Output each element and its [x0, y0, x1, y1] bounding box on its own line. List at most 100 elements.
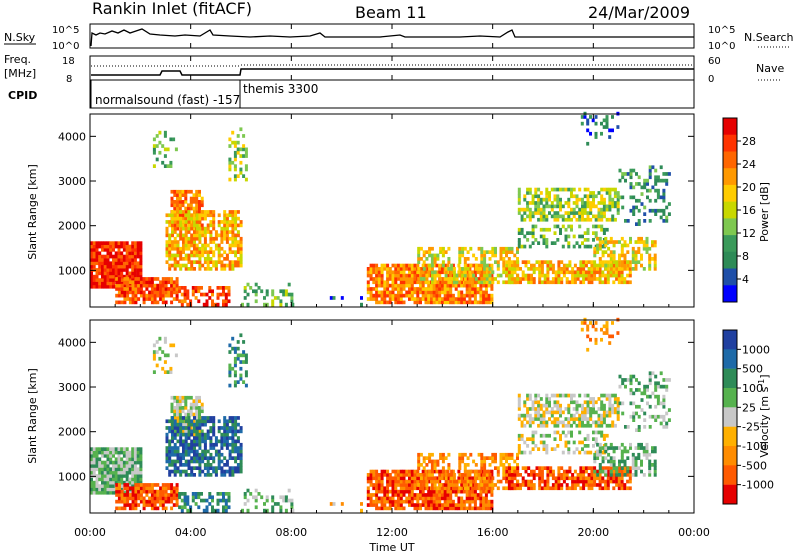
heatmap-cell: [516, 277, 520, 281]
heatmap-cell: [482, 283, 486, 288]
heatmap-cell: [545, 400, 549, 405]
heatmap-cell: [231, 233, 235, 238]
heatmap-cell: [458, 456, 462, 460]
heatmap-cell: [122, 460, 126, 465]
heatmap-cell: [620, 277, 624, 281]
heatmap-cell: [425, 257, 429, 261]
heatmap-cell: [234, 446, 238, 450]
heatmap-cell: [439, 483, 443, 487]
heatmap-cell: [128, 258, 132, 262]
heatmap-cell: [457, 469, 461, 474]
heatmap-cell: [507, 456, 511, 460]
heatmap-cell: [601, 466, 605, 470]
heatmap-cell: [165, 426, 169, 430]
heatmap-cell: [513, 277, 517, 281]
heatmap-cell: [559, 407, 562, 411]
heatmap-cell: [236, 230, 240, 234]
heatmap-cell: [443, 277, 447, 281]
heatmap-cell: [421, 297, 425, 301]
heatmap-cell: [340, 296, 344, 300]
heatmap-cell: [466, 267, 470, 271]
heatmap-cell: [488, 273, 492, 278]
heatmap-cell: [214, 473, 218, 477]
heatmap-cell: [187, 243, 191, 248]
heatmap-cell: [176, 260, 180, 264]
heatmap-cell: [410, 476, 414, 481]
heatmap-cell: [553, 214, 557, 219]
heatmap-cell: [165, 456, 169, 460]
heatmap-cell: [203, 416, 207, 420]
heatmap-cell: [193, 267, 196, 271]
heatmap-cell: [136, 460, 140, 465]
heatmap-cell: [231, 473, 235, 477]
heatmap-cell: [543, 483, 547, 487]
heatmap-cell: [606, 277, 610, 281]
heatmap-cell: [571, 273, 575, 278]
heatmap-cell: [629, 391, 633, 396]
heatmap-cell: [171, 257, 174, 261]
heatmap-cell: [508, 483, 511, 487]
heatmap-cell: [586, 450, 590, 455]
heatmap-cell: [377, 476, 381, 481]
heatmap-cell: [98, 258, 102, 262]
heatmap-cell: [405, 479, 409, 484]
heatmap-cell: [233, 360, 237, 364]
heatmap-cell: [120, 470, 124, 475]
heatmap-cell: [435, 493, 439, 497]
heatmap-cell: [109, 271, 113, 276]
heatmap-cell: [279, 505, 283, 510]
heatmap-cell: [161, 280, 165, 285]
heatmap-cell: [139, 483, 143, 487]
heatmap-cell: [583, 423, 587, 428]
heatmap-cell: [596, 236, 600, 241]
heatmap-cell: [234, 223, 238, 228]
heatmap-cell: [593, 253, 597, 258]
heatmap-cell: [441, 469, 445, 474]
heatmap-cell: [252, 495, 255, 500]
heatmap-cell: [565, 270, 569, 275]
heatmap-cell: [239, 373, 243, 378]
heatmap-cell: [635, 388, 638, 392]
heatmap-cell: [128, 490, 132, 495]
heatmap-cell: [214, 439, 218, 444]
heatmap-cell: [203, 267, 207, 271]
heatmap-cell: [583, 437, 587, 441]
heatmap-cell: [388, 496, 392, 501]
heatmap-cell: [576, 270, 580, 275]
heatmap-cell: [184, 257, 188, 261]
heatmap-cell: [441, 287, 444, 291]
heatmap-cell: [648, 219, 652, 223]
heatmap-cell: [175, 489, 179, 494]
heatmap-cell: [572, 413, 576, 418]
heatmap-cell: [592, 231, 595, 235]
heatmap-cell: [125, 464, 129, 468]
heatmap-cell: [120, 244, 124, 249]
heatmap-cell: [176, 429, 180, 434]
heatmap-cell: [209, 230, 213, 234]
heatmap-cell: [559, 214, 562, 219]
heatmap-cell: [581, 440, 584, 445]
heatmap-cell: [169, 160, 173, 165]
heatmap-cell: [413, 273, 417, 278]
heatmap-cell: [635, 222, 638, 226]
heatmap-cell: [640, 202, 644, 206]
heatmap-cell: [567, 214, 571, 219]
heatmap-cell: [168, 223, 172, 228]
nave-label: Nave: [756, 62, 784, 75]
heatmap-cell: [386, 300, 390, 305]
heatmap-cell: [92, 464, 96, 468]
heatmap-cell: [171, 226, 174, 231]
heatmap-cell: [465, 493, 469, 497]
heatmap-cell: [451, 283, 455, 288]
heatmap-cell: [195, 442, 199, 447]
heatmap-cell: [615, 240, 619, 244]
heatmap-cell: [631, 459, 635, 464]
heatmap-cell: [178, 492, 182, 496]
heatmap-cell: [231, 336, 235, 341]
heatmap-cell: [125, 480, 129, 485]
heatmap-cell: [209, 213, 213, 218]
heatmap-cell: [477, 476, 481, 481]
heatmap-cell: [150, 277, 154, 281]
heatmap-cell: [428, 459, 432, 464]
heatmap-cell: [217, 419, 221, 424]
